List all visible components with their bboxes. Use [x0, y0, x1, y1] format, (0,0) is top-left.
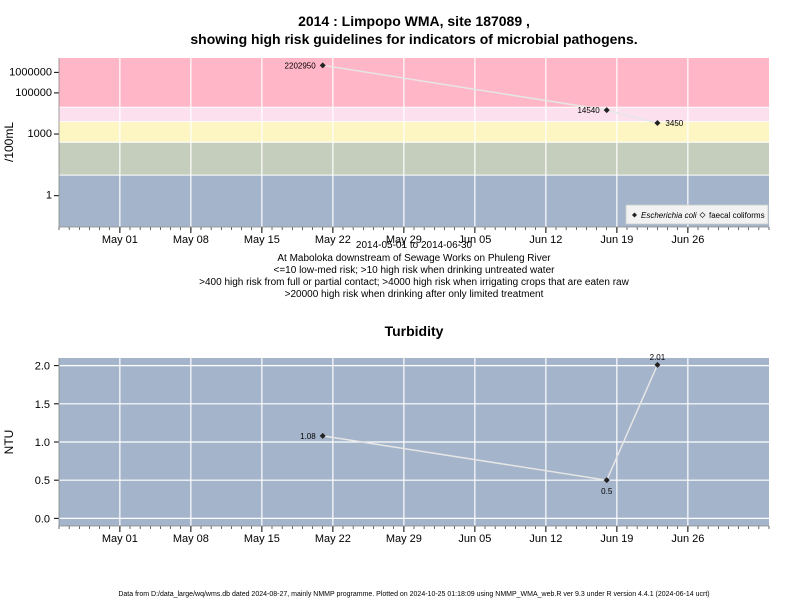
chart2-data-point	[603, 477, 610, 484]
chart1-risk-band	[59, 107, 769, 122]
legend-box	[625, 204, 769, 225]
chart2-data-label: 1.08	[300, 432, 316, 441]
chart2-y-tick-label: 1.5	[35, 399, 50, 411]
chart2-y-tick-label: 2.0	[35, 361, 50, 373]
chart2-x-tick-label: Jun 19	[600, 533, 633, 545]
footer-note: Data from D:/data_large/wq/wms.db dated …	[118, 591, 709, 598]
chart1-x-tick-label: May 15	[244, 234, 280, 246]
chart2-data-point	[654, 361, 661, 368]
chart1-data-point	[654, 119, 661, 126]
chart1-grid	[119, 58, 689, 227]
legend-fc-label: faecal coliforms	[709, 211, 765, 220]
legend-ecoli-label: Escherichia coli	[641, 211, 697, 220]
chart1-risk-band	[59, 121, 769, 143]
chart1-data-label: 3450	[665, 119, 683, 128]
chart1-data-point	[319, 62, 326, 69]
chart1-points: 2202950 14540 3450	[285, 61, 684, 128]
chart1-x-tick-label: May 22	[315, 234, 351, 246]
chart1-title-line1: 2014 : Limpopo WMA, site 187089 ,	[298, 13, 530, 29]
chart2-y-tick-label: 0.5	[35, 475, 50, 487]
chart1-subtitle-line1: 2014-05-01 to 2014-06-30	[356, 240, 473, 251]
chart1-y-axis-label: /100mL	[2, 122, 16, 162]
chart2-x-tick-label: Jun 26	[671, 533, 704, 545]
chart1-x-tick-label: Jun 26	[671, 234, 704, 246]
chart2-data-label: 0.5	[601, 487, 613, 496]
chart2-x-tick-label: Jun 05	[458, 533, 491, 545]
chart1-x-tick-label: May 08	[173, 234, 209, 246]
chart2-x-tick-label: May 15	[244, 533, 280, 545]
chart1-subtitle-line3: <=10 low-med risk; >10 high risk when dr…	[274, 265, 556, 276]
chart2-points: 1.08 0.5 2.01	[300, 353, 666, 496]
chart2-axes: May 01 May 08 May 15 May 22 May 29 Jun 05 Jun …	[35, 358, 770, 545]
chart1-title-line2: showing high risk guidelines for indicat…	[190, 31, 637, 47]
chart1-x-tick-label: May 29	[386, 234, 422, 246]
chart1-x-tick-label: Jun 05	[458, 234, 491, 246]
chart1-risk-band	[59, 142, 769, 176]
chart1-legend: Escherichia coli faecal coliforms	[625, 204, 769, 225]
chart1-y-tick-label: 1000000	[9, 66, 52, 78]
chart2-x-tick-label: May 22	[315, 533, 351, 545]
chart2-y-axis-label: NTU	[2, 430, 16, 455]
chart2-x-tick-label: May 08	[173, 533, 209, 545]
chart2-x-tick-label: May 01	[102, 533, 138, 545]
legend-fc-marker	[699, 211, 706, 219]
chart1-data-point	[603, 107, 610, 114]
chart1-y-tick-label: 1	[46, 190, 52, 202]
chart2-grid	[59, 358, 769, 526]
chart2-x-tick-label: Jun 12	[529, 533, 562, 545]
chart1-x-tick-label: May 01	[102, 234, 138, 246]
chart1-axes: May 01 May 08 May 15 May 22 May 29 Jun 05 Jun …	[9, 58, 770, 246]
chart2-y-tick-label: 0.0	[35, 513, 50, 525]
legend-ecoli-marker	[632, 212, 637, 218]
chart2-data-label: 2.01	[650, 353, 666, 362]
chart1-data-label: 2202950	[285, 61, 317, 70]
chart1-x-tick-label: Jun 19	[600, 234, 633, 246]
chart2-data-point	[319, 432, 326, 439]
chart2-y-tick-label: 1.0	[35, 437, 50, 449]
chart1-y-tick-label: 100000	[15, 87, 52, 99]
chart1-risk-band	[59, 58, 769, 108]
chart1-subtitle-line2: At Maboloka downstream of Sewage Works o…	[277, 253, 551, 264]
chart1-data-label: 14540	[577, 106, 600, 115]
chart1-subtitle-line4: >400 high risk from full or partial cont…	[199, 277, 629, 288]
chart1-subtitle-line5: >20000 high risk when drinking after onl…	[285, 289, 544, 300]
chart2-x-tick-label: May 29	[386, 533, 422, 545]
chart1-y-tick-label: 1000	[28, 128, 52, 140]
chart1-x-tick-label: Jun 12	[529, 234, 562, 246]
chart1-risk-bands	[59, 58, 769, 227]
chart2-title: Turbidity	[385, 323, 444, 339]
